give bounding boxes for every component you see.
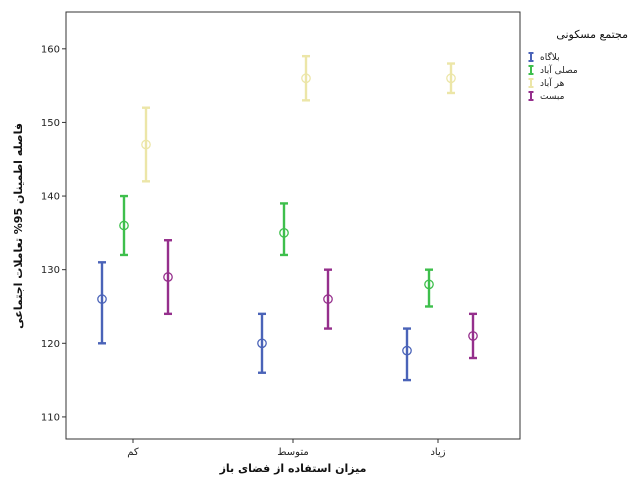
legend-item: مبست bbox=[528, 91, 565, 102]
legend-item: هر آباد bbox=[528, 77, 565, 89]
y-axis: 110 120 130 140 150 160 bbox=[41, 44, 66, 423]
y-tick-label: 140 bbox=[41, 192, 60, 203]
mean-marker bbox=[424, 279, 434, 290]
mean-marker bbox=[163, 272, 173, 282]
legend-label: هر آباد bbox=[540, 77, 565, 89]
legend-label: مصلی آباد bbox=[540, 64, 578, 76]
x-axis: کم متوسط زیاد bbox=[127, 439, 446, 458]
legend-item: بلاگاه bbox=[528, 51, 560, 63]
y-tick-label: 130 bbox=[41, 265, 60, 276]
x-tick-label: کم bbox=[127, 447, 139, 458]
series-4 bbox=[163, 239, 478, 360]
series-1 bbox=[97, 261, 412, 382]
y-tick-label: 120 bbox=[41, 339, 60, 350]
mean-marker bbox=[301, 73, 311, 84]
mean-marker bbox=[97, 294, 107, 304]
y-tick-label: 160 bbox=[41, 44, 60, 55]
y-tick-label: 150 bbox=[41, 118, 60, 129]
mean-marker bbox=[402, 345, 412, 356]
y-tick-label: 110 bbox=[41, 412, 60, 423]
x-tick-label: متوسط bbox=[277, 447, 308, 458]
error-bars bbox=[97, 54, 478, 382]
mean-marker bbox=[446, 73, 456, 84]
legend-title: مجتمع مسکونی bbox=[556, 28, 628, 41]
legend-item: مصلی آباد bbox=[528, 64, 578, 76]
x-tick-label: زیاد bbox=[430, 447, 445, 458]
mean-marker bbox=[323, 294, 333, 304]
legend-label: بلاگاه bbox=[540, 51, 560, 63]
mean-marker bbox=[279, 228, 289, 238]
mean-marker bbox=[141, 139, 151, 150]
series-3 bbox=[141, 54, 456, 183]
y-axis-title: فاصله اطمینان 95% تعاملات اجتماعی bbox=[12, 123, 25, 329]
x-axis-title: میزان استفاده از فضای باز bbox=[219, 462, 367, 475]
mean-marker bbox=[257, 338, 267, 349]
series-2 bbox=[119, 194, 434, 308]
mean-marker bbox=[119, 220, 129, 231]
mean-marker bbox=[468, 331, 478, 341]
legend-label: مبست bbox=[540, 92, 565, 102]
